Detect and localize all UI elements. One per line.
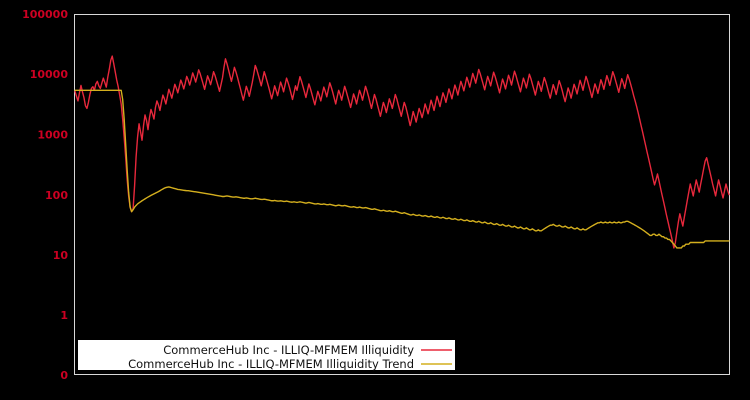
y-axis-tick-0: 0 [60,369,68,382]
series-line-1 [74,89,730,249]
legend-label-1: CommerceHub Inc - ILLIQ-MFMEM Illiquidit… [128,357,414,371]
y-axis-tick-100000: 100000 [22,8,68,21]
legend-label-0: CommerceHub Inc - ILLIQ-MFMEM Illiquidit… [163,343,414,357]
y-axis-tick-1000: 1000 [37,129,68,142]
y-axis-tick-1: 1 [60,309,68,322]
series-line-0 [74,55,730,249]
y-axis-tick-10: 10 [53,249,69,262]
y-axis-tick-10000: 10000 [30,68,69,81]
y-axis-tick-100: 100 [45,189,68,202]
chart-legend[interactable]: CommerceHub Inc - ILLIQ-MFMEM Illiquidit… [78,340,455,371]
legend-background [78,340,455,370]
data-series-group [74,55,730,249]
